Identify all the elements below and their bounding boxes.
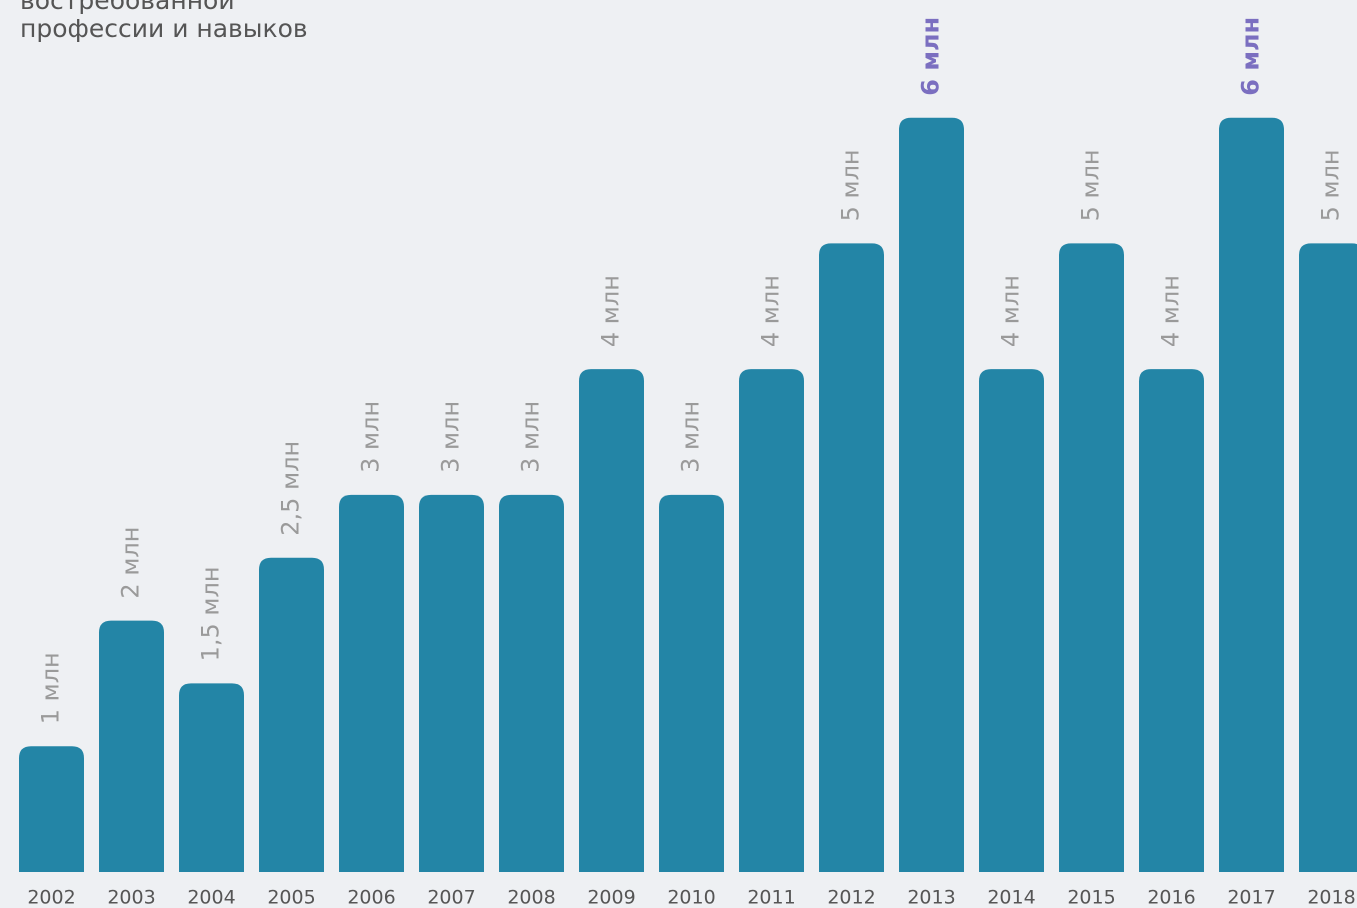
value-label: 6 млн <box>1237 17 1265 96</box>
x-tick-label: 2016 <box>1147 887 1195 908</box>
x-tick-label: 2005 <box>267 887 315 908</box>
x-tick-label: 2004 <box>187 887 235 908</box>
x-tick-label: 2007 <box>427 887 475 908</box>
x-tick-label: 2012 <box>827 887 875 908</box>
bar <box>19 746 84 872</box>
value-label: 1,5 млн <box>197 566 225 661</box>
bar <box>579 369 644 872</box>
x-tick-label: 2010 <box>667 887 715 908</box>
chart-title: востребованной <box>20 0 235 15</box>
bar <box>739 369 804 872</box>
x-tick-label: 2013 <box>907 887 955 908</box>
x-tick-label: 2017 <box>1227 887 1275 908</box>
x-tick-label: 2015 <box>1067 887 1115 908</box>
bar <box>819 243 884 872</box>
value-label: 4 млн <box>1157 275 1185 347</box>
value-label: 4 млн <box>597 275 625 347</box>
bar <box>1299 243 1357 872</box>
bar <box>179 683 244 872</box>
x-tick-label: 2018 <box>1307 887 1355 908</box>
bar <box>1219 117 1284 872</box>
value-label: 2 млн <box>117 527 145 599</box>
x-tick-label: 2011 <box>747 887 795 908</box>
x-tick-label: 2003 <box>107 887 155 908</box>
bar <box>339 494 404 872</box>
value-label: 6 млн <box>917 17 945 96</box>
bar <box>899 117 964 872</box>
bar <box>1139 369 1204 872</box>
bar <box>979 369 1044 872</box>
bar <box>99 620 164 872</box>
bar <box>659 494 724 872</box>
value-label: 3 млн <box>357 401 385 473</box>
value-label: 1 млн <box>37 652 65 724</box>
value-label: 4 млн <box>757 275 785 347</box>
value-label: 3 млн <box>517 401 545 473</box>
x-tick-label: 2002 <box>27 887 75 908</box>
value-label: 3 млн <box>677 401 705 473</box>
value-label: 4 млн <box>997 275 1025 347</box>
value-label: 3 млн <box>437 401 465 473</box>
chart-title: профессии и навыков <box>20 14 308 43</box>
value-label: 2,5 млн <box>277 441 305 536</box>
bar <box>259 557 324 872</box>
bar <box>1059 243 1124 872</box>
bar <box>499 494 564 872</box>
value-label: 5 млн <box>837 149 865 221</box>
x-tick-label: 2009 <box>587 887 635 908</box>
value-label: 5 млн <box>1317 149 1345 221</box>
bar <box>419 494 484 872</box>
x-tick-label: 2014 <box>987 887 1035 908</box>
x-tick-label: 2008 <box>507 887 555 908</box>
x-tick-label: 2006 <box>347 887 395 908</box>
value-label: 5 млн <box>1077 149 1105 221</box>
